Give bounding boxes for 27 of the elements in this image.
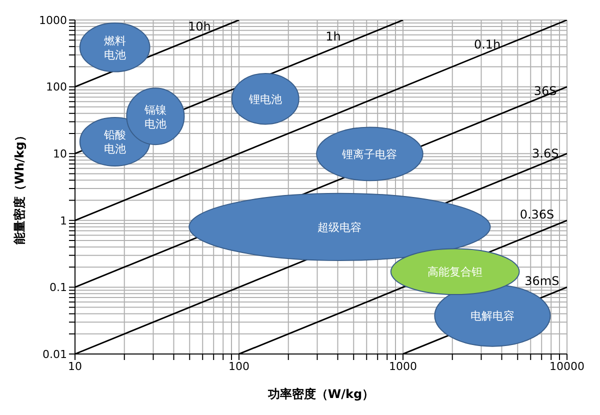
y-tick-label: 0.01 [42,348,67,361]
y-tick-label: 100 [46,80,67,94]
annotation: 0.1h [474,37,501,52]
annotation: 锂离子电容 [341,147,398,160]
annotation: 3.6S [532,146,559,160]
x-tick-label: 10 [68,360,82,373]
annotation: 铅酸电池 [102,128,126,156]
y-axis-title: 能量密度（Wh/kg） [12,130,26,244]
annotation: 0.36S [520,208,554,222]
annotation: 锂电池 [248,92,282,106]
annotation: 燃料电池 [104,34,126,61]
x-tick-label: 100 [228,360,250,373]
annotation: 10h [188,20,211,34]
annotation: 电解电容 [470,309,514,322]
x-axis-title: 功率密度（W/kg） [266,387,374,401]
y-tick-label: 1 [60,214,67,228]
annotation: 超级电容 [318,220,362,234]
annotation: 高能复合钽 [428,265,483,278]
y-tick-label: 1000 [39,14,67,27]
annotation: 1h [326,30,341,44]
annotation: 36mS [524,274,560,288]
annotation: 36S [534,84,557,98]
x-tick-label: 1000 [389,360,417,373]
x-tick-label: 10000 [550,360,584,373]
y-tick-label: 0.1 [50,281,67,294]
y-tick-label: 10 [53,148,67,161]
annotation: 镉镍电池 [143,102,166,130]
